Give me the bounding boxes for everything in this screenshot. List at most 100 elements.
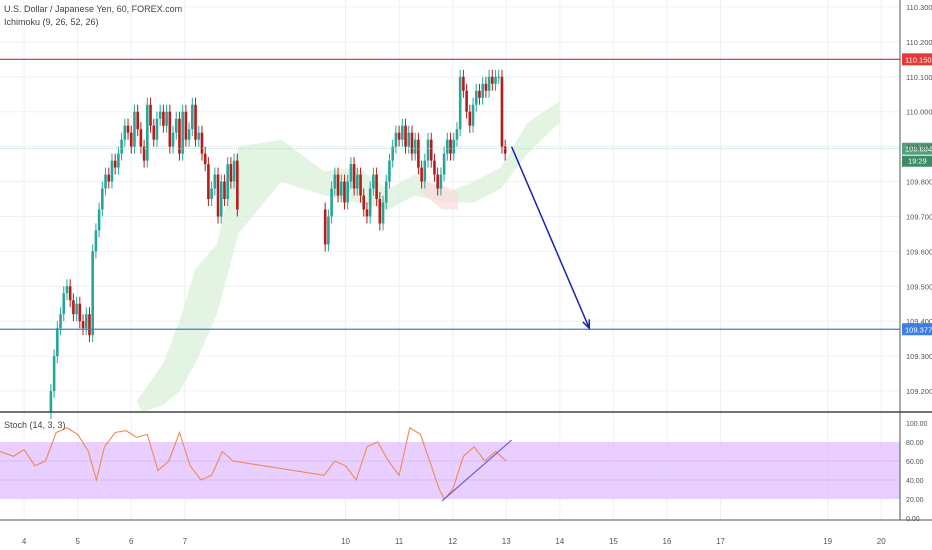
candle-body bbox=[91, 251, 94, 336]
candle-body bbox=[123, 125, 127, 140]
candle-body bbox=[72, 300, 75, 315]
candle-body bbox=[216, 174, 220, 217]
current-time-label-bg bbox=[902, 155, 932, 167]
support-label: 109.377 bbox=[905, 325, 932, 334]
time-tick-label: 14 bbox=[555, 537, 564, 546]
time-tick-label: 6 bbox=[129, 537, 134, 546]
stoch-tick-label: 20.00 bbox=[906, 497, 924, 504]
candle-body bbox=[356, 174, 359, 189]
candle-body bbox=[474, 90, 478, 105]
price-tick-label: 109.600 bbox=[906, 247, 932, 256]
candle-body bbox=[323, 209, 327, 245]
candle-body bbox=[375, 174, 378, 200]
stoch-tick-label: 100.00 bbox=[906, 421, 928, 428]
candle-body bbox=[210, 188, 213, 200]
candle-body bbox=[104, 174, 107, 189]
candle-body bbox=[49, 391, 53, 412]
candles bbox=[49, 69, 507, 419]
stoch-band bbox=[0, 442, 900, 499]
candle-body bbox=[94, 230, 98, 252]
candle-body bbox=[436, 174, 439, 189]
candle-body bbox=[491, 76, 494, 84]
candle-body bbox=[142, 146, 146, 161]
candle-body bbox=[184, 111, 188, 140]
candle-body bbox=[330, 188, 333, 217]
ichimoku-cloud-bearish bbox=[420, 181, 458, 210]
candle-body bbox=[446, 139, 449, 154]
candle-body bbox=[219, 181, 223, 217]
candle-body bbox=[333, 174, 337, 189]
candle-body bbox=[458, 76, 462, 130]
price-tick-label: 110.300 bbox=[906, 3, 932, 12]
candle-body bbox=[346, 181, 349, 203]
candle-body bbox=[487, 76, 491, 91]
candle-body bbox=[120, 139, 123, 154]
candle-body bbox=[404, 125, 407, 147]
candle-body bbox=[439, 174, 443, 189]
ichimoku-label: Ichimoku (9, 26, 52, 26) bbox=[4, 17, 99, 27]
current-price-label: 109.894 bbox=[905, 145, 932, 154]
candle-body bbox=[107, 174, 111, 182]
candle-body bbox=[56, 328, 59, 357]
candle-body bbox=[97, 209, 101, 231]
time-tick-label: 16 bbox=[663, 537, 672, 546]
candle-body bbox=[433, 160, 436, 175]
stoch-tick-label: 60.00 bbox=[906, 459, 924, 466]
price-tick-label: 109.800 bbox=[906, 178, 932, 187]
candle-body bbox=[203, 153, 207, 165]
time-tick-label: 5 bbox=[75, 537, 80, 546]
candle-body bbox=[352, 164, 356, 189]
candle-body bbox=[191, 104, 194, 130]
candle-body bbox=[226, 164, 229, 200]
candle-body bbox=[152, 125, 156, 140]
price-tick-label: 110.100 bbox=[906, 73, 932, 82]
candle-body bbox=[232, 160, 236, 182]
candle-body bbox=[149, 104, 152, 126]
candle-body bbox=[336, 174, 340, 196]
ichimoku-cloud-area bbox=[136, 101, 560, 413]
candle-body bbox=[465, 90, 468, 112]
candle-body bbox=[391, 146, 394, 161]
candle-body bbox=[343, 181, 346, 203]
time-tick-label: 11 bbox=[395, 537, 404, 546]
candle-body bbox=[133, 111, 136, 147]
candle-body bbox=[394, 132, 398, 147]
candle-body bbox=[194, 104, 197, 140]
candle-body bbox=[500, 76, 504, 147]
ichimoku-cloud bbox=[136, 101, 560, 413]
candle-body bbox=[417, 139, 420, 168]
arrow-head bbox=[582, 319, 591, 330]
candle-body bbox=[84, 314, 88, 329]
candle-body bbox=[200, 132, 204, 154]
candle-body bbox=[178, 118, 181, 154]
chart-title: U.S. Dollar / Japanese Yen, 60, FOREX.co… bbox=[4, 4, 182, 14]
candle-body bbox=[236, 160, 239, 210]
stoch-label: Stoch (14, 3, 3) bbox=[4, 420, 66, 430]
resistance-label: 110.150 bbox=[905, 55, 932, 64]
price-tick-label: 110.000 bbox=[906, 108, 932, 117]
support-label-bg bbox=[902, 323, 932, 336]
candle-body bbox=[462, 76, 465, 91]
candle-body bbox=[327, 216, 330, 245]
candle-body bbox=[187, 129, 191, 140]
candle-body bbox=[223, 181, 226, 200]
time-tick-label: 13 bbox=[502, 537, 511, 546]
time-tick-label: 10 bbox=[341, 537, 350, 546]
candle-body bbox=[126, 125, 130, 133]
current-price-label-bg bbox=[902, 142, 932, 155]
candle-body bbox=[113, 160, 117, 168]
stoch-tick-label: 40.00 bbox=[906, 478, 924, 485]
candle-body bbox=[117, 153, 120, 168]
candle-body bbox=[384, 181, 388, 203]
candle-body bbox=[420, 167, 423, 182]
candle-body bbox=[197, 132, 201, 140]
projection-arrow[interactable] bbox=[510, 146, 591, 330]
candle-body bbox=[213, 174, 217, 189]
price-tick-label: 109.200 bbox=[906, 387, 932, 396]
price-tick-label: 109.700 bbox=[906, 212, 932, 221]
candle-body bbox=[410, 132, 414, 154]
candle-body bbox=[65, 286, 69, 294]
candle-body bbox=[381, 202, 385, 224]
